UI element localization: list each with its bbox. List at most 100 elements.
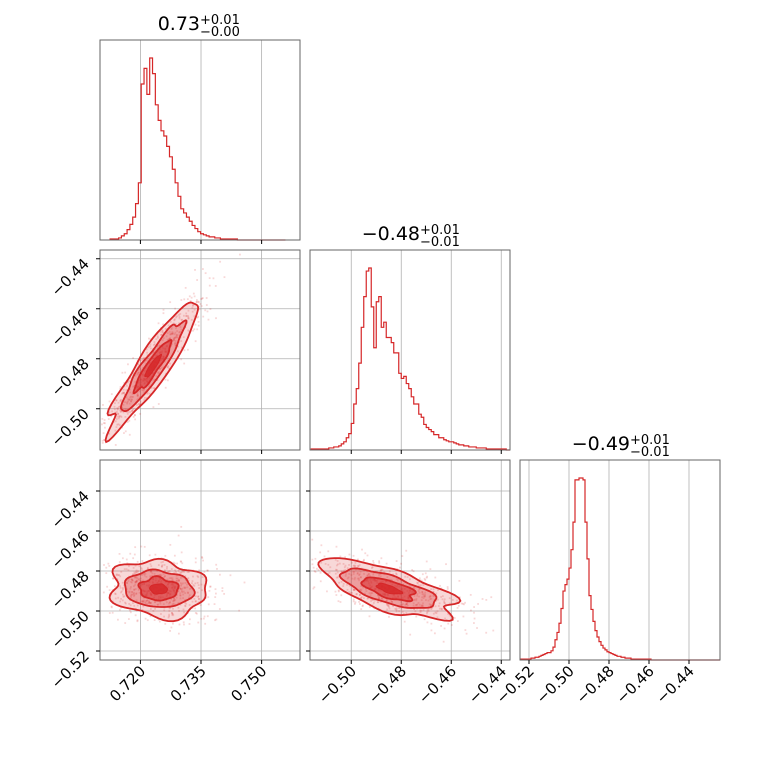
sample-point — [380, 568, 383, 571]
sample-point — [427, 609, 430, 612]
sample-point — [357, 565, 360, 568]
sample-point — [166, 578, 169, 581]
sample-point — [111, 611, 114, 614]
sample-point — [388, 578, 391, 581]
sample-point — [136, 394, 139, 396]
sample-point — [373, 599, 376, 602]
sample-point — [126, 412, 129, 415]
sample-point — [171, 579, 174, 581]
sample-point — [110, 606, 113, 609]
sample-point — [377, 595, 380, 598]
sample-point — [378, 597, 380, 599]
sample-point — [435, 592, 438, 595]
panel-hist-param-2: −0.48 +0.01 −0.01 — [309, 223, 511, 454]
sample-point — [429, 598, 432, 601]
sample-point — [419, 611, 422, 614]
sample-point — [358, 594, 361, 596]
sample-point — [430, 604, 433, 606]
sample-point — [336, 571, 339, 574]
sample-point — [133, 595, 135, 598]
sample-point — [117, 574, 120, 577]
sample-point — [168, 610, 171, 612]
sample-point — [171, 333, 174, 335]
sample-point — [192, 304, 194, 307]
sample-point — [174, 341, 176, 344]
sample-point — [170, 332, 173, 335]
sample-point — [412, 587, 415, 589]
sample-point — [125, 411, 128, 413]
sample-point — [416, 581, 419, 584]
sample-point — [178, 334, 181, 336]
sample-point — [166, 338, 169, 341]
sample-point — [462, 615, 465, 618]
sample-point — [198, 308, 201, 311]
sample-point — [133, 588, 136, 591]
sample-point — [344, 569, 347, 571]
sample-point — [401, 604, 403, 606]
sample-point — [432, 594, 435, 597]
sample-point — [155, 375, 158, 377]
sample-point — [440, 607, 443, 610]
sample-point — [314, 557, 317, 560]
sample-point — [363, 597, 365, 600]
sample-point — [173, 336, 176, 339]
sample-point — [424, 579, 427, 581]
sample-point — [432, 591, 435, 594]
sample-point — [178, 580, 180, 583]
sample-point — [131, 396, 133, 398]
sample-point — [436, 616, 439, 619]
sample-point — [396, 568, 399, 570]
sample-point — [185, 602, 188, 605]
sample-point — [115, 573, 118, 576]
sample-point — [161, 331, 164, 333]
sample-point — [136, 604, 139, 607]
sample-point — [117, 412, 120, 415]
sample-point — [142, 357, 145, 360]
sample-point — [392, 605, 395, 608]
sample-point — [153, 352, 155, 355]
sample-point — [140, 577, 142, 580]
sample-point — [131, 398, 133, 401]
sample-point — [334, 558, 337, 561]
sample-point — [379, 569, 382, 572]
sample-point — [168, 613, 170, 616]
sample-point — [170, 577, 173, 579]
sample-point — [120, 597, 122, 600]
sample-point — [123, 432, 125, 434]
sample-point — [191, 580, 194, 583]
sample-point — [221, 590, 224, 592]
sample-point — [188, 594, 191, 597]
sample-point — [132, 395, 135, 398]
sample-point — [173, 338, 176, 340]
sample-point — [368, 606, 371, 608]
sample-point — [465, 632, 468, 635]
sample-point — [388, 570, 391, 573]
sample-point — [108, 400, 111, 403]
sample-point — [311, 558, 314, 561]
sample-point — [176, 330, 179, 332]
sample-point — [179, 592, 182, 595]
sample-point — [169, 333, 172, 336]
sample-point — [187, 317, 190, 320]
sample-point — [319, 580, 322, 583]
sample-point — [350, 574, 353, 576]
sample-point — [312, 566, 315, 569]
sample-point — [189, 618, 191, 621]
sample-point — [420, 605, 423, 608]
sample-point — [376, 601, 379, 604]
sample-point — [181, 576, 184, 579]
sample-point — [127, 618, 130, 620]
sample-point — [130, 595, 132, 597]
sample-point — [358, 579, 360, 582]
sample-point — [473, 617, 476, 620]
sample-point — [184, 592, 187, 594]
sample-point — [204, 272, 207, 275]
sample-point — [175, 577, 178, 580]
sample-point — [175, 344, 177, 347]
sample-point — [434, 605, 437, 608]
sample-point — [178, 317, 181, 320]
sample-point — [133, 588, 136, 591]
sample-point — [128, 565, 130, 568]
sample-point — [174, 598, 177, 601]
sample-point — [144, 573, 147, 575]
